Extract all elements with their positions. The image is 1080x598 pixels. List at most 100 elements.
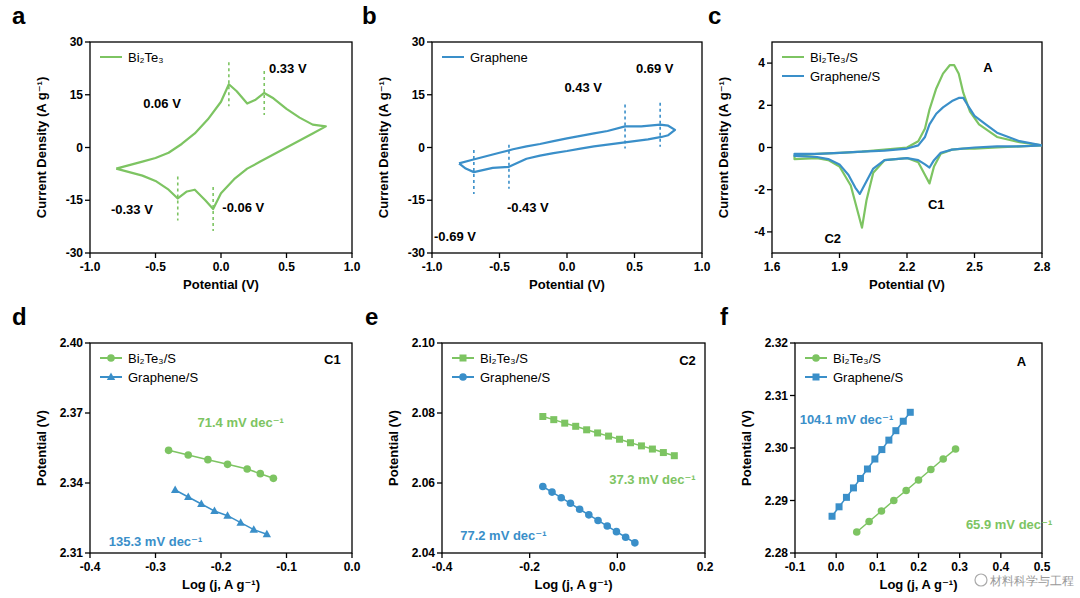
data-point [171, 486, 179, 494]
data-point [594, 429, 601, 436]
data-point [184, 451, 192, 459]
legend-label: Bi₂Te₃ [128, 50, 164, 65]
y-tick-label: 2 [758, 98, 765, 112]
x-tick [839, 253, 840, 258]
x-tick [566, 253, 567, 258]
x-tick-label: -0.2 [211, 560, 232, 574]
y-tick [437, 412, 442, 413]
y-tick [437, 552, 442, 553]
x-tick-label: 0.0 [213, 260, 230, 274]
annotation: A [1017, 354, 1027, 369]
y-tick [427, 200, 432, 201]
x-tick-label: -0.1 [276, 560, 297, 574]
legend-swatch [782, 56, 804, 58]
x-axis-title: Log (j, A g⁻¹) [534, 577, 612, 592]
y-tick [85, 200, 90, 201]
legend-label: Bi₂Te₃/S [480, 351, 528, 366]
x-tick-label: -1.0 [422, 260, 443, 274]
y-tick [85, 252, 90, 253]
legend-label: Graphene/S [810, 69, 880, 84]
data-point [864, 466, 871, 473]
y-tick-label: -30 [408, 246, 426, 260]
data-point [236, 518, 244, 526]
y-tick [85, 147, 90, 148]
series-line [459, 125, 675, 172]
y-tick-label: 15 [412, 88, 426, 102]
x-tick-label: -1.0 [80, 260, 101, 274]
data-point [585, 511, 593, 519]
data-point [878, 446, 885, 453]
y-tick [427, 252, 432, 253]
x-tick-label: 0.0 [828, 560, 845, 574]
legend: Bi₂Te₃/SGraphene/S [782, 50, 880, 84]
plot-frame [90, 42, 352, 253]
data-point [836, 503, 843, 510]
series-line [543, 417, 675, 456]
data-point [572, 423, 579, 430]
legend-marker [813, 374, 820, 381]
y-tick [437, 482, 442, 483]
x-tick [877, 553, 878, 558]
data-point [243, 465, 251, 473]
y-tick [790, 500, 795, 501]
data-point [952, 445, 960, 453]
series-line [175, 490, 267, 534]
panel-d: d-0.4-0.3-0.2-0.10.02.312.342.372.40Log … [12, 303, 361, 592]
series-line [116, 84, 326, 209]
panel-a: a-1.0-0.50.00.51.0-30-1501530Potential (… [12, 2, 361, 292]
x-tick [89, 553, 90, 558]
annotation: -0.69 V [434, 229, 476, 244]
x-tick [89, 253, 90, 258]
data-point [939, 455, 947, 463]
x-tick [771, 253, 772, 258]
data-point [622, 533, 630, 541]
data-point [539, 483, 547, 491]
x-tick-label: 2.2 [899, 260, 916, 274]
y-tick-label: 2.29 [765, 494, 789, 508]
y-tick [790, 342, 795, 343]
y-tick [427, 94, 432, 95]
data-point [843, 494, 850, 501]
data-point [638, 442, 645, 449]
legend-swatch [782, 75, 804, 77]
data-point [561, 420, 568, 427]
x-tick-label: 2.8 [1034, 260, 1051, 274]
annotation: 0.33 V [269, 61, 307, 76]
data-point [270, 475, 278, 483]
y-tick-label: 0 [76, 141, 83, 155]
x-tick-label: 1.0 [344, 260, 361, 274]
data-point [900, 418, 907, 425]
legend-label: Bi₂Te₃/S [128, 351, 176, 366]
y-tick [767, 147, 772, 148]
x-tick-label: 0.5 [1034, 560, 1051, 574]
watermark: 材料科学与工程 [989, 574, 1074, 588]
figure: a-1.0-0.50.00.51.0-30-1501530Potential (… [0, 0, 1080, 598]
y-axis-title: Potential (V) [739, 410, 754, 486]
x-tick [529, 553, 530, 558]
x-tick [704, 553, 705, 558]
legend: Graphene [442, 50, 528, 65]
panel-label: c [708, 2, 721, 29]
y-axis-title: Potential (V) [386, 410, 401, 486]
legend: Bi₂Te₃/SGraphene/S [805, 351, 903, 385]
y-tick [427, 147, 432, 148]
data-point [902, 487, 910, 495]
y-tick-label: 2.28 [765, 546, 789, 560]
data-point [857, 475, 864, 482]
annotation: A [983, 60, 993, 75]
legend-marker [107, 354, 115, 362]
data-point [871, 456, 878, 463]
legend-swatch [100, 56, 122, 58]
data-point [204, 456, 212, 464]
data-point [210, 507, 218, 515]
x-tick-label: 0.5 [626, 260, 643, 274]
data-point [583, 426, 590, 433]
data-point [594, 517, 602, 525]
plot-area [829, 409, 960, 536]
x-tick-label: 0.1 [869, 560, 886, 574]
annotation: -0.06 V [222, 200, 264, 215]
x-tick [351, 553, 352, 558]
annotation: -0.33 V [111, 202, 153, 217]
panel-label: b [362, 2, 377, 29]
x-tick [1000, 553, 1001, 558]
